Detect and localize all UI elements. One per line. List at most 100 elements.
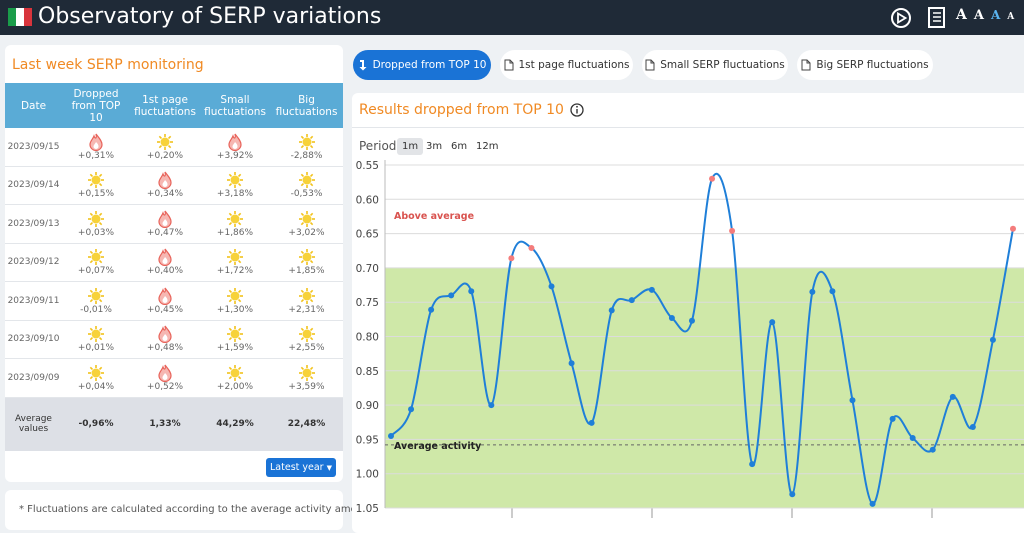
ray	[98, 212, 103, 216]
ray	[309, 212, 313, 216]
cell-value: +0,40%	[146, 266, 184, 277]
cell-value: +0,20%	[146, 150, 184, 161]
sun-disc	[302, 291, 311, 301]
ray	[309, 289, 313, 293]
ray	[228, 298, 233, 302]
point	[648, 286, 655, 293]
sun-icon	[88, 326, 104, 343]
tab-label: Small SERP fluctuations	[660, 59, 785, 71]
average-label: Average values	[15, 414, 52, 434]
value-cell: +3,18%	[200, 167, 270, 205]
ray	[300, 375, 304, 379]
point	[608, 307, 615, 314]
period-button[interactable]: 1m	[397, 138, 424, 155]
cell-value: -0,01%	[80, 304, 112, 315]
period-button[interactable]: 3m	[426, 141, 443, 152]
ray	[228, 337, 233, 341]
page-title: Observatory of SERP variations	[38, 4, 382, 29]
sun-icon	[227, 287, 243, 304]
point	[488, 402, 495, 409]
sun-disc	[160, 137, 170, 147]
cell-value: +0,48%	[146, 343, 184, 354]
line	[390, 172, 1014, 505]
cell-value: +0,03%	[77, 227, 115, 238]
period-button[interactable]: 6m	[451, 141, 468, 152]
cell-value: +3,18%	[216, 189, 254, 200]
ray	[98, 375, 103, 379]
font-size-option[interactable]: A	[1007, 12, 1015, 22]
point	[729, 227, 736, 234]
font-size-option[interactable]: A	[973, 8, 984, 23]
font-size-option[interactable]: A	[990, 8, 1001, 22]
font-size-option[interactable]: A	[956, 7, 967, 23]
sun-disc	[230, 175, 240, 185]
tab[interactable]: Dropped from TOP 10	[353, 50, 491, 80]
point	[909, 435, 916, 442]
cell-value: +1,72%	[216, 266, 254, 277]
ray	[300, 212, 304, 216]
value-cell: +0,01%	[62, 321, 130, 359]
value-cell: -2,88%	[270, 128, 343, 167]
ray	[300, 328, 304, 332]
sun-icon	[298, 210, 315, 227]
sun-icon	[88, 249, 104, 266]
cell-value: +3,02%	[288, 227, 325, 238]
sun-disc	[91, 175, 101, 185]
value-cell: +3,59%	[270, 359, 343, 398]
ray	[89, 260, 94, 264]
ray	[309, 183, 313, 187]
ray	[309, 337, 313, 341]
row-bg	[5, 128, 343, 167]
play-icon[interactable]	[890, 7, 912, 29]
value-cell: +0,04%	[62, 359, 130, 398]
ray	[300, 221, 304, 225]
date-cell: 2023/09/10	[5, 321, 62, 359]
row-bg	[5, 205, 343, 244]
ray	[237, 337, 242, 341]
sun-disc	[230, 329, 240, 339]
ray	[98, 221, 103, 225]
average-value: -0,96%	[78, 419, 114, 429]
cell-value: +1,85%	[288, 266, 325, 277]
column-header: Big fluctuations	[275, 93, 338, 118]
cell-value: +0,15%	[77, 189, 115, 200]
cell-value: +1,30%	[216, 304, 254, 315]
value-cell: -0,53%	[270, 167, 343, 205]
sun-icon	[227, 249, 243, 266]
cell-value: +0,34%	[146, 189, 184, 200]
book-icon[interactable]	[926, 6, 948, 30]
value-cell: +1,85%	[270, 244, 343, 282]
date-cell: 2023/09/11	[5, 282, 62, 321]
tab[interactable]: 1st page fluctuations	[500, 50, 633, 80]
tab[interactable]: Small SERP fluctuations	[642, 50, 788, 80]
sun-disc	[91, 368, 101, 378]
value-cell: +0,15%	[62, 167, 130, 205]
point	[1010, 225, 1016, 232]
ray	[89, 183, 94, 187]
ray	[167, 135, 172, 139]
ray	[237, 375, 242, 379]
sun-disc	[302, 368, 311, 378]
point	[448, 292, 455, 299]
ray	[300, 337, 304, 341]
flame-core	[162, 334, 168, 342]
average-activity-label: Average activity	[394, 441, 482, 452]
tab[interactable]: Big SERP fluctuations	[797, 50, 933, 80]
point	[408, 406, 415, 413]
ray	[237, 366, 242, 370]
value-cell: +1,59%	[200, 321, 270, 359]
point	[428, 306, 435, 313]
ray	[98, 298, 103, 302]
period-button[interactable]: 12m	[476, 141, 499, 152]
fire-icon	[158, 364, 172, 382]
point	[588, 419, 595, 426]
ray	[89, 251, 94, 255]
ray	[237, 183, 242, 187]
info-icon[interactable]	[570, 103, 584, 117]
cell-value: +0,07%	[77, 266, 115, 277]
ray	[309, 251, 313, 255]
date-cell: 2023/09/09	[5, 359, 62, 398]
sun-icon	[88, 210, 104, 227]
latest-year-button[interactable]: Latest year ▼	[266, 458, 336, 477]
flame-core	[162, 295, 168, 303]
